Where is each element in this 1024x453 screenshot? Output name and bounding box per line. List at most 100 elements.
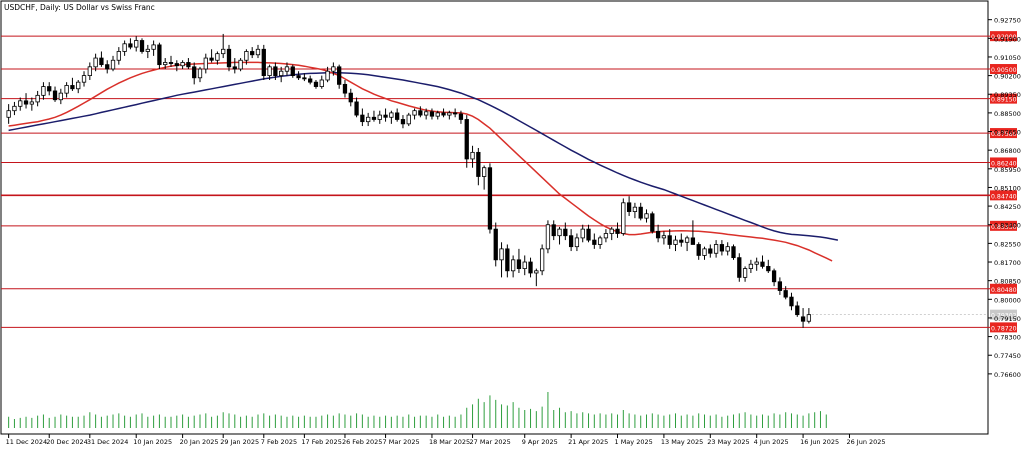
- candle-bear: [47, 86, 52, 92]
- candle-bear: [568, 235, 574, 248]
- y-tick-label: 0.89350: [994, 91, 1021, 99]
- candle-bear: [667, 235, 672, 245]
- candle-bear: [418, 110, 423, 116]
- candle-bull: [116, 51, 121, 61]
- y-tick-label: 0.92750: [994, 17, 1021, 25]
- candle-bull: [447, 112, 452, 116]
- x-tick-label: 31 Dec 2024: [87, 438, 129, 446]
- candle-bull: [597, 237, 603, 245]
- candle-bear: [250, 51, 255, 56]
- y-tick-label: 0.78300: [994, 334, 1021, 342]
- candle-bear: [157, 44, 162, 66]
- y-tick-label: 0.80850: [994, 278, 1021, 286]
- y-tick-label: 0.85100: [994, 184, 1021, 192]
- x-tick-label: 27 Mar 2025: [470, 438, 511, 446]
- candle-bear: [615, 228, 620, 234]
- candle-bear: [771, 270, 777, 283]
- y-tick-label: 0.81700: [994, 259, 1021, 267]
- candle-bear: [650, 213, 655, 232]
- x-tick-label: 23 May 2025: [707, 438, 749, 446]
- candle-bear: [493, 228, 498, 261]
- candle-bull: [377, 114, 382, 120]
- candle-bear: [800, 316, 806, 322]
- candle-bear: [186, 62, 191, 68]
- level-label-bg: [990, 128, 1017, 139]
- candle-bear: [232, 66, 237, 70]
- candle-bull: [684, 237, 690, 243]
- candle-bear: [395, 112, 400, 120]
- level-label-bg: [990, 93, 1017, 104]
- candle-bear: [139, 40, 145, 52]
- y-tick-label: 0.82550: [994, 240, 1021, 248]
- candle-bull: [389, 112, 394, 118]
- x-tick-label: 9 Apr 2025: [522, 438, 558, 446]
- candle-bear: [719, 244, 725, 252]
- y-tick-label: 0.87650: [994, 129, 1021, 137]
- x-tick-label: 26 Feb 2025: [342, 438, 382, 446]
- candle-bull: [110, 59, 116, 70]
- candle-bear: [354, 101, 359, 116]
- candle-bull: [644, 213, 649, 219]
- x-tick-label: 13 May 2025: [661, 438, 703, 446]
- y-tick-label: 0.80000: [994, 296, 1021, 304]
- x-tick-label: 1 May 2025: [615, 438, 653, 446]
- volume-layer: [8, 392, 827, 428]
- candle-bear: [731, 246, 736, 259]
- level-label-bg: [990, 190, 1017, 201]
- candle-bull: [412, 110, 417, 116]
- candle-bear: [429, 111, 435, 117]
- candle-bear: [696, 244, 701, 256]
- candle-bull: [725, 246, 730, 252]
- candle-bear: [383, 114, 388, 118]
- x-tick-label: 10 Jan 2025: [133, 438, 172, 446]
- level-label-bg: [990, 322, 1017, 333]
- candle-bull: [122, 43, 127, 52]
- level-label: 0.84740: [991, 193, 1017, 200]
- candle-bull: [673, 239, 678, 245]
- candle-bull: [482, 167, 487, 177]
- candle-bull: [510, 259, 516, 272]
- level-label-bg: [990, 283, 1017, 294]
- x-tick-label: 4 Jun 2025: [754, 438, 789, 446]
- y-tick-label: 0.84250: [994, 203, 1021, 211]
- candle-bear: [783, 290, 788, 298]
- candle-bull: [81, 75, 87, 83]
- candle-bull: [539, 248, 545, 272]
- y-tick-label: 0.91050: [994, 54, 1021, 62]
- candle-bull: [58, 92, 63, 101]
- plot-frame: [0, 0, 989, 435]
- level-label: 0.89150: [991, 97, 1017, 104]
- candle-bull: [151, 44, 156, 50]
- candle-bear: [453, 112, 458, 115]
- y-tick-label: 0.77450: [994, 352, 1021, 360]
- candle-bull: [806, 314, 812, 322]
- candle-bull: [557, 228, 562, 237]
- x-tick-label: 7 Feb 2025: [261, 438, 297, 446]
- y-tick-label: 0.86800: [994, 147, 1021, 155]
- candle-bull: [574, 237, 580, 248]
- candle-bull: [221, 48, 226, 55]
- candle-bear: [777, 281, 783, 291]
- candle-bull: [244, 51, 249, 61]
- candle-bull: [255, 48, 261, 56]
- candle-bull: [632, 206, 638, 212]
- candle-bear: [290, 66, 295, 77]
- candle-bull: [284, 66, 290, 72]
- candle-bull: [35, 94, 40, 103]
- candle-bear: [458, 113, 464, 120]
- candle-bear: [360, 114, 365, 123]
- candle-bear: [400, 119, 406, 125]
- candle-bull: [180, 62, 185, 67]
- candle-bear: [128, 43, 133, 48]
- level-label: 0.86240: [991, 160, 1017, 167]
- horizontal-levels: 0.92000 0.90500 0.89150 0.87580 0.86240 0.847…: [1, 31, 1017, 333]
- candle-bear: [23, 100, 29, 105]
- candle-bull: [545, 224, 551, 250]
- candle-bull: [742, 268, 748, 278]
- candle-bull: [203, 57, 208, 70]
- candle-bear: [690, 237, 696, 245]
- y-tick-label: 0.79150: [994, 315, 1021, 323]
- candle-bull: [76, 81, 81, 90]
